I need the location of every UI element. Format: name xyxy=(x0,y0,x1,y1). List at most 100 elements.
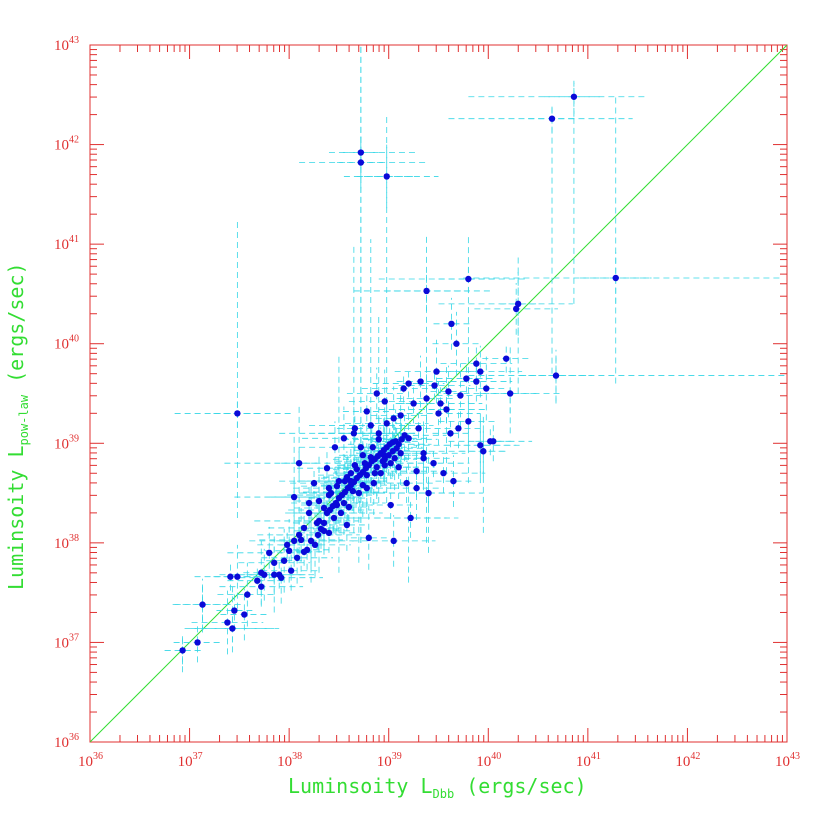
data-point xyxy=(413,467,420,475)
data-point xyxy=(365,534,372,542)
data-point xyxy=(347,477,355,485)
data-point xyxy=(417,378,424,385)
plot-frame xyxy=(89,44,788,743)
data-point xyxy=(179,647,186,654)
x-tick-label: 1043 xyxy=(775,751,800,770)
data-point xyxy=(310,479,318,487)
data-point xyxy=(430,460,437,467)
data-point xyxy=(375,430,382,437)
data-point xyxy=(506,390,514,397)
data-point xyxy=(287,567,295,574)
y-tick-label: 1039 xyxy=(54,433,79,452)
data-point xyxy=(377,469,384,477)
data-point xyxy=(383,173,390,180)
y-tick-label: 1036 xyxy=(54,732,79,751)
data-point xyxy=(357,149,365,156)
data-point xyxy=(391,455,398,462)
data-point xyxy=(397,412,404,419)
data-point xyxy=(480,448,487,455)
data-point xyxy=(337,509,345,517)
x-tick-label: 1038 xyxy=(277,751,302,770)
data-point xyxy=(357,444,365,451)
data-point xyxy=(420,450,427,457)
data-point xyxy=(570,93,578,100)
data-point xyxy=(271,559,278,566)
data-point xyxy=(397,450,404,457)
y-axis-label-sub: pow-law xyxy=(17,394,31,445)
data-point xyxy=(375,436,382,443)
data-point xyxy=(234,410,241,417)
data-point xyxy=(280,557,288,564)
data-point xyxy=(331,444,339,451)
y-tick-label: 1037 xyxy=(54,632,79,651)
data-point xyxy=(353,465,361,473)
data-point xyxy=(333,482,341,490)
data-point xyxy=(437,400,444,407)
data-point xyxy=(313,519,321,527)
data-point xyxy=(483,385,490,392)
data-point xyxy=(612,274,619,282)
data-point xyxy=(371,469,378,477)
data-point xyxy=(373,463,380,471)
data-point xyxy=(503,355,510,362)
data-point xyxy=(283,541,291,549)
data-point xyxy=(330,514,338,522)
data-point xyxy=(227,573,234,580)
data-point xyxy=(290,537,298,545)
data-point xyxy=(390,415,397,422)
data-point xyxy=(440,469,447,477)
data-point xyxy=(433,368,440,375)
data-point xyxy=(357,159,365,166)
data-point xyxy=(445,388,452,395)
data-point xyxy=(254,577,261,584)
x-tick-label: 1042 xyxy=(675,751,700,770)
data-point xyxy=(285,547,293,555)
data-point xyxy=(448,320,455,327)
data-point xyxy=(229,625,236,632)
data-point xyxy=(297,536,305,544)
data-point xyxy=(199,601,206,608)
data-point xyxy=(347,469,355,477)
data-point xyxy=(258,569,265,576)
data-point xyxy=(447,430,454,437)
data-point xyxy=(425,489,432,497)
data-point xyxy=(244,591,251,598)
data-point xyxy=(465,418,472,425)
data-point xyxy=(231,607,238,614)
data-point xyxy=(369,444,376,451)
x-tick-label: 1036 xyxy=(78,751,103,770)
data-point xyxy=(350,430,358,437)
data-point xyxy=(323,464,331,472)
data-point xyxy=(423,395,430,402)
data-point xyxy=(423,287,430,295)
data-point xyxy=(405,380,412,387)
data-point xyxy=(314,531,322,539)
data-point xyxy=(514,300,522,308)
data-point xyxy=(349,487,357,495)
data-point xyxy=(370,479,377,487)
data-point xyxy=(345,503,353,511)
data-point xyxy=(293,554,301,561)
data-point xyxy=(413,484,420,492)
data-point xyxy=(303,546,311,554)
data-point xyxy=(363,408,371,415)
data-point xyxy=(343,521,351,529)
y-axis-label: Luminsoity Lpow-law (ergs/sec) xyxy=(4,262,31,590)
x-tick-label: 1037 xyxy=(178,751,203,770)
axis-ticks xyxy=(89,44,788,743)
data-point xyxy=(295,531,303,539)
x-axis-label: Luminsoity LDbb (ergs/sec) xyxy=(288,774,587,801)
data-point xyxy=(473,360,480,367)
data-point xyxy=(387,501,394,509)
x-axis-label-sub: Dbb xyxy=(433,787,455,801)
plot-border xyxy=(89,44,788,743)
y-tick-label: 1043 xyxy=(54,35,79,54)
data-point xyxy=(405,435,412,442)
data-point xyxy=(465,275,472,283)
data-point xyxy=(400,385,407,392)
data-point xyxy=(311,541,319,549)
data-point xyxy=(351,425,359,432)
data-point xyxy=(390,537,397,545)
x-tick-label: 1039 xyxy=(377,751,402,770)
data-point xyxy=(490,438,497,445)
